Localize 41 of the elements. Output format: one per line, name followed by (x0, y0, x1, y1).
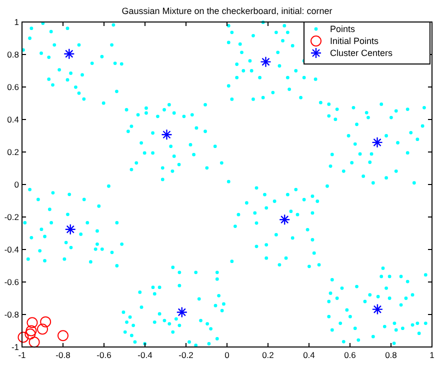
legend-label: Cluster Centers (330, 48, 394, 58)
x-tick-label: 0 (224, 350, 230, 360)
x-tick-label: 0.8 (385, 350, 398, 360)
x-tick-label: 1 (430, 350, 435, 360)
point (372, 304, 384, 315)
point (58, 330, 68, 342)
point (279, 214, 290, 226)
chart-title: Gaussian Mixture on the checkerboard, initial: corner (122, 6, 332, 16)
x-tick-label: -0.6 (96, 350, 112, 360)
y-tick-label: -0.4 (4, 244, 20, 254)
point (64, 224, 76, 235)
point (372, 136, 383, 148)
point (26, 325, 37, 336)
x-tick-label: -0.8 (56, 350, 71, 360)
y-tick-label: 1 (14, 17, 20, 27)
x-tick-label: -0.2 (178, 350, 194, 360)
point (161, 129, 172, 140)
x-tick-label: 0.2 (262, 350, 274, 360)
y-tick-label: 0 (14, 180, 20, 190)
point (40, 316, 52, 328)
x-tick-label: 0.4 (303, 350, 316, 360)
y-tick-label: 0.4 (7, 114, 20, 124)
y-tick-label: 0.6 (7, 82, 20, 92)
point (64, 48, 75, 60)
x-tick-label: 0.6 (344, 350, 356, 360)
y-tick-label: 0.8 (7, 50, 20, 60)
y-tick-label: -0.2 (4, 212, 20, 222)
point (26, 317, 38, 328)
point (28, 336, 40, 348)
legend-label: Initial Points (330, 36, 380, 46)
point (18, 332, 29, 343)
point (260, 56, 272, 68)
point (176, 306, 188, 318)
x-tick-label: -0.4 (138, 350, 153, 360)
point (24, 328, 36, 340)
y-tick-label: -0.8 (4, 310, 20, 320)
y-tick-label: -0.6 (4, 277, 20, 287)
y-tick-label: 0.2 (7, 147, 20, 157)
point (37, 324, 48, 335)
y-tick-label: -1 (11, 342, 20, 352)
legend-label: Points (330, 24, 356, 34)
